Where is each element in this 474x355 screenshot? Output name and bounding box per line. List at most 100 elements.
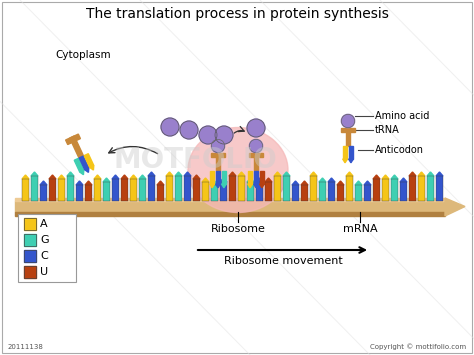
Bar	[84, 154, 94, 168]
Polygon shape	[292, 181, 299, 185]
Polygon shape	[259, 184, 264, 188]
Bar	[166, 176, 173, 201]
Bar	[292, 185, 299, 201]
Text: Copyright © mottifolio.com: Copyright © mottifolio.com	[370, 343, 466, 350]
Polygon shape	[220, 178, 227, 182]
Polygon shape	[85, 181, 92, 185]
Polygon shape	[373, 175, 380, 179]
Bar	[15, 201, 445, 212]
Bar	[184, 176, 191, 201]
Bar	[157, 185, 164, 201]
Polygon shape	[418, 172, 425, 176]
Polygon shape	[221, 184, 226, 188]
Bar	[85, 185, 92, 201]
Polygon shape	[175, 172, 182, 176]
Polygon shape	[319, 178, 326, 182]
Polygon shape	[382, 175, 389, 179]
Text: Ribosome: Ribosome	[210, 224, 265, 234]
Bar	[40, 185, 47, 201]
Bar	[24, 250, 36, 262]
Bar	[301, 185, 308, 201]
Bar	[229, 176, 236, 201]
Bar	[18, 214, 76, 282]
Bar	[310, 176, 317, 201]
Bar	[265, 182, 272, 201]
Bar	[24, 218, 36, 230]
Polygon shape	[80, 170, 84, 175]
Bar	[400, 182, 407, 201]
Bar	[337, 185, 344, 201]
Bar	[157, 185, 164, 201]
Polygon shape	[328, 178, 335, 182]
Circle shape	[247, 119, 265, 137]
Polygon shape	[248, 184, 253, 188]
Bar	[130, 179, 137, 201]
Polygon shape	[274, 172, 281, 176]
Polygon shape	[112, 175, 119, 179]
Bar	[364, 185, 371, 201]
Bar	[427, 176, 434, 201]
Bar	[112, 179, 119, 201]
Bar	[391, 179, 398, 201]
Bar	[328, 182, 335, 201]
Polygon shape	[184, 172, 191, 176]
Bar	[175, 176, 182, 201]
Polygon shape	[76, 181, 83, 185]
Bar	[22, 179, 29, 201]
Bar	[211, 153, 225, 157]
Bar	[76, 185, 83, 201]
Bar	[15, 198, 445, 201]
Polygon shape	[283, 172, 290, 176]
Circle shape	[215, 126, 233, 144]
Circle shape	[211, 140, 225, 153]
Bar	[211, 185, 218, 201]
Bar	[247, 182, 254, 201]
Polygon shape	[103, 178, 110, 182]
Bar	[328, 182, 335, 201]
Bar	[148, 176, 155, 201]
Bar	[166, 176, 173, 201]
Bar	[341, 128, 355, 132]
Polygon shape	[31, 172, 38, 176]
Bar	[40, 185, 47, 201]
Bar	[193, 179, 200, 201]
Polygon shape	[130, 175, 137, 179]
Polygon shape	[216, 184, 220, 188]
Bar	[65, 134, 81, 144]
Bar	[221, 171, 226, 184]
Bar	[216, 171, 220, 184]
Bar	[139, 179, 146, 201]
Bar	[256, 182, 263, 201]
Polygon shape	[202, 178, 209, 182]
Polygon shape	[166, 172, 173, 176]
Bar	[67, 176, 74, 201]
Bar	[343, 146, 347, 159]
Polygon shape	[49, 175, 56, 179]
Bar	[31, 176, 38, 201]
Bar	[121, 179, 128, 201]
Circle shape	[199, 126, 217, 144]
Polygon shape	[90, 165, 94, 170]
Bar	[391, 179, 398, 201]
Polygon shape	[121, 175, 128, 179]
Bar	[373, 179, 380, 201]
Polygon shape	[139, 175, 146, 179]
Bar	[121, 179, 128, 201]
Text: Amino acid: Amino acid	[375, 111, 429, 121]
Bar	[346, 127, 350, 146]
Bar	[130, 179, 137, 201]
Bar	[103, 182, 110, 201]
Bar	[310, 176, 317, 201]
Text: mRNA: mRNA	[343, 224, 377, 234]
Text: 20111138: 20111138	[8, 344, 44, 350]
Bar	[79, 156, 89, 170]
Bar	[256, 182, 263, 201]
Polygon shape	[348, 159, 353, 163]
Circle shape	[180, 121, 198, 139]
Polygon shape	[346, 172, 353, 176]
Bar	[175, 176, 182, 201]
Bar	[254, 171, 258, 184]
Bar	[24, 266, 36, 278]
Bar	[24, 218, 36, 230]
Bar	[265, 182, 272, 201]
